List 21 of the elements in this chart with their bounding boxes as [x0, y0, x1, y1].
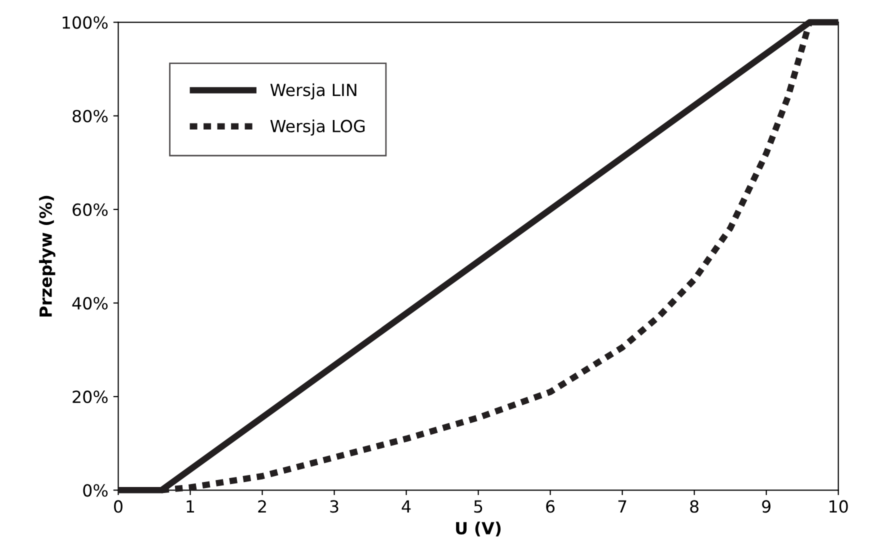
x-tick-label: 6 — [546, 500, 555, 513]
x-tick-label: 2 — [258, 500, 266, 513]
x-tick-label: 9 — [762, 500, 770, 513]
x-tick-label: 8 — [690, 500, 698, 513]
x-tick-label: 4 — [402, 500, 411, 513]
x-tick-label: 1 — [186, 500, 194, 513]
y-axis-title: Przepływ (%) — [39, 196, 56, 316]
x-axis-title: U (V) — [456, 522, 501, 536]
legend-label: Wersja LOG — [270, 119, 365, 136]
x-tick-label: 10 — [830, 500, 848, 513]
y-tick-label: 40% — [72, 296, 108, 310]
legend-label: Wersja LIN — [270, 83, 356, 100]
y-tick-label: 80% — [72, 110, 108, 122]
x-tick-label: 5 — [474, 500, 482, 513]
x-tick-label: 0 — [114, 500, 122, 513]
y-tick-label: 100% — [62, 16, 108, 29]
y-tick-label: 60% — [72, 203, 108, 216]
y-tick-label: 0% — [83, 484, 108, 497]
x-tick-label: 3 — [330, 500, 338, 513]
y-tick-label: 20% — [72, 390, 108, 404]
x-tick-label: 7 — [618, 500, 626, 513]
